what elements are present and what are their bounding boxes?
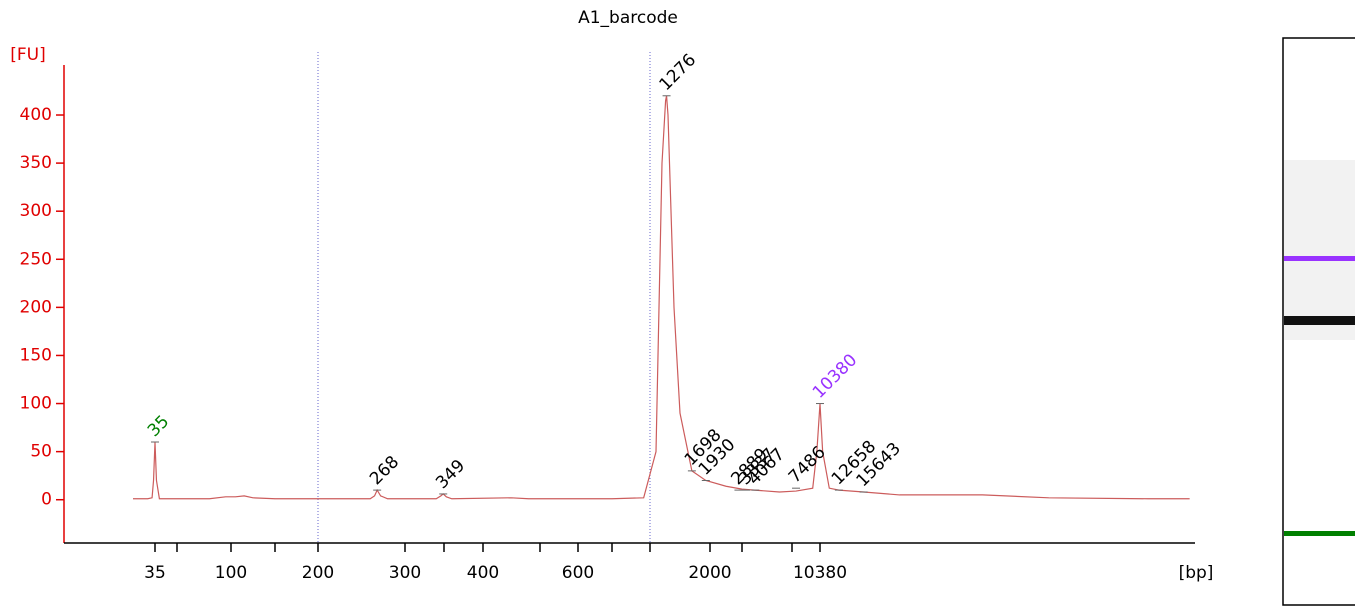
gel-band: [1284, 256, 1355, 261]
x-tick-label: 35: [144, 563, 166, 583]
gel-band: [1284, 316, 1355, 325]
x-tick-label: 400: [467, 563, 499, 583]
y-axis-label: [FU]: [10, 45, 46, 65]
y-tick-label: 300: [20, 201, 52, 221]
y-tick-label: 100: [20, 394, 52, 414]
x-tick-label: 200: [302, 563, 334, 583]
peak-label: 10380: [809, 350, 861, 402]
y-tick-label: 200: [20, 297, 52, 317]
gel-smear: [1284, 160, 1355, 340]
y-tick-label: 150: [20, 345, 52, 365]
x-tick-label: 300: [389, 563, 421, 583]
x-axis-label: [bp]: [1179, 563, 1214, 583]
gel: [1282, 37, 1355, 606]
x-tick-label: 2000: [688, 563, 731, 583]
y-tick-label: 350: [20, 153, 52, 173]
trace: [133, 95, 1190, 500]
x-tick-label: 10380: [793, 563, 847, 583]
y-tick-label: 250: [20, 249, 52, 269]
y-tick-label: 0: [41, 490, 52, 510]
y-tick-label: 400: [20, 105, 52, 125]
x-tick-label: 100: [215, 563, 247, 583]
y-tick-label: 50: [30, 442, 52, 462]
gel-band: [1284, 531, 1355, 536]
peak-label: 35: [144, 412, 173, 441]
peak-label: 349: [432, 456, 469, 493]
chart-title: A1_barcode: [578, 8, 678, 28]
peak-label: 1276: [655, 50, 700, 95]
peak-label: 268: [366, 452, 403, 489]
x-tick-label: 600: [562, 563, 594, 583]
